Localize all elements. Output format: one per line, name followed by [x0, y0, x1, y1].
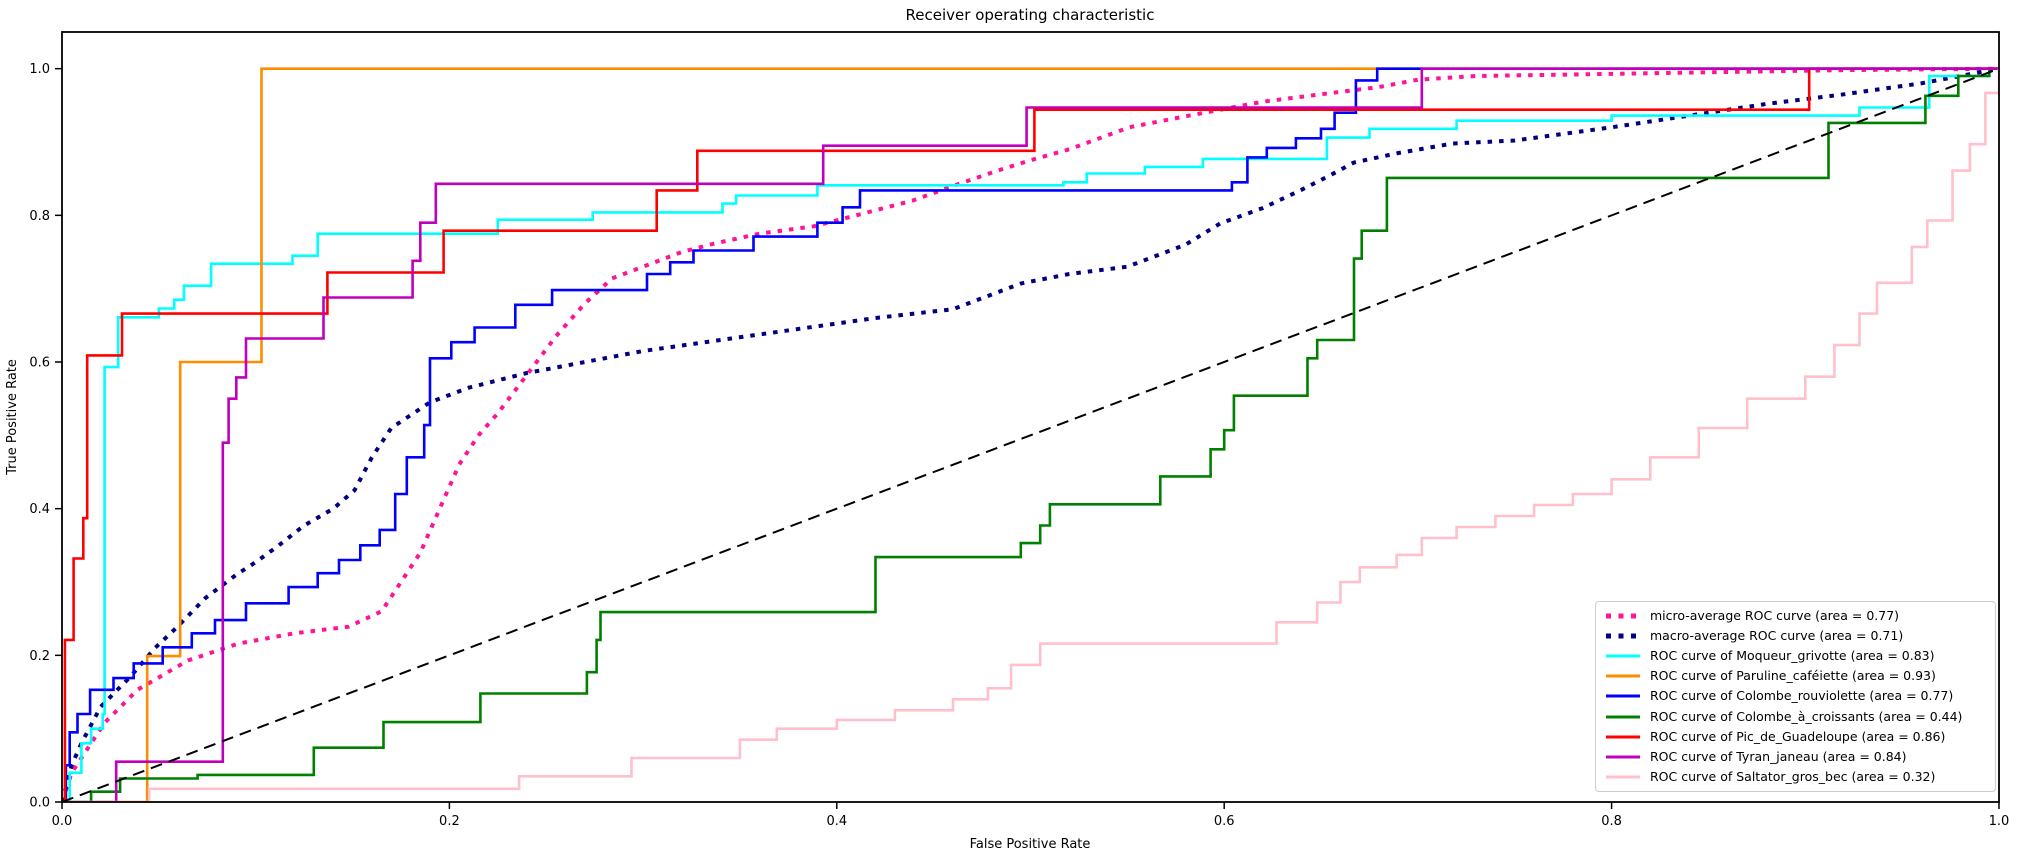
legend-item: ROC curve of Colombe_à_croissants (area …: [1605, 707, 1987, 727]
legend-swatch-icon: [1606, 715, 1640, 719]
legend-item: ROC curve of Colombe_rouviolette (area =…: [1605, 686, 1987, 706]
legend-item-label: ROC curve of Colombe_à_croissants (area …: [1650, 708, 1963, 724]
y-tick-label: 0.0: [29, 796, 50, 811]
x-axis-ticks: 0.0 0.2 0.4 0.6 0.8 1.0: [52, 802, 2010, 829]
legend-item-label: macro-average ROC curve (area = 0.71): [1650, 628, 1904, 644]
chart-title: Receiver operating characteristic: [906, 6, 1155, 24]
roc-curve-7: [62, 67, 1999, 802]
legend-swatch-icon: [1606, 633, 1640, 639]
y-axis-label: True Positive Rate: [5, 359, 20, 476]
roc-curve-4: [62, 67, 1999, 802]
y-tick-label: 1.0: [29, 62, 50, 77]
legend-swatch-icon: [1606, 613, 1640, 619]
legend-item-label: micro-average ROC curve (area = 0.77): [1650, 608, 1900, 624]
x-tick-label: 0.2: [439, 814, 460, 829]
legend-item-label: ROC curve of Moqueur_grivotte (area = 0.…: [1650, 648, 1935, 664]
legend-swatch-icon: [1606, 735, 1640, 739]
chance-diagonal-line: [62, 67, 1999, 802]
legend-item: ROC curve of Paruline_caféiette (area = …: [1605, 666, 1987, 686]
legend-item: ROC curve of Tyran_janeau (area = 0.84): [1605, 747, 1987, 767]
legend-item-label: ROC curve of Pic_de_Guadeloupe (area = 0…: [1650, 728, 1946, 744]
legend-item: macro-average ROC curve (area = 0.71): [1605, 626, 1987, 646]
x-tick-label: 0.4: [826, 814, 847, 829]
x-tick-label: 0.0: [52, 814, 73, 829]
legend-item-label: ROC curve of Paruline_caféiette (area = …: [1650, 668, 1936, 684]
y-tick-label: 0.2: [29, 649, 50, 664]
roc-curves-group: [62, 66, 1999, 802]
legend-item: micro-average ROC curve (area = 0.77): [1605, 606, 1987, 626]
x-tick-label: 1.0: [1989, 814, 2010, 829]
x-axis-label: False Positive Rate: [970, 837, 1091, 852]
legend-swatch-icon: [1606, 775, 1640, 779]
x-tick-label: 0.8: [1601, 814, 1622, 829]
legend-item: ROC curve of Saltator_gros_bec (area = 0…: [1605, 767, 1987, 787]
roc-curve-8: [62, 68, 1999, 802]
legend-item-label: ROC curve of Tyran_janeau (area = 0.84): [1650, 748, 1907, 764]
legend-swatch-icon: [1606, 674, 1640, 678]
roc-curve-5: [62, 67, 1999, 802]
roc-curve-1: [62, 66, 1999, 802]
plot-border: [61, 31, 2000, 803]
roc-curve-6: [62, 67, 1999, 802]
y-tick-label: 0.8: [29, 209, 50, 224]
legend-item-label: ROC curve of Colombe_rouviolette (area =…: [1650, 688, 1954, 704]
legend-item: ROC curve of Pic_de_Guadeloupe (area = 0…: [1605, 727, 1987, 747]
y-tick-label: 0.6: [29, 356, 50, 371]
legend-item-label: ROC curve of Saltator_gros_bec (area = 0…: [1650, 768, 1936, 784]
y-axis-ticks: 0.0 0.2 0.4 0.6 0.8 1.0: [29, 62, 62, 811]
legend-swatch-icon: [1606, 694, 1640, 698]
legend-swatch-icon: [1606, 654, 1640, 658]
legend-box: micro-average ROC curve (area = 0.77) mac…: [1595, 601, 1996, 792]
x-tick-label: 0.6: [1214, 814, 1235, 829]
legend-swatch-icon: [1606, 755, 1640, 759]
roc-curve-0: [62, 66, 1999, 802]
legend-item: ROC curve of Moqueur_grivotte (area = 0.…: [1605, 646, 1987, 666]
y-tick-label: 0.4: [29, 502, 50, 517]
